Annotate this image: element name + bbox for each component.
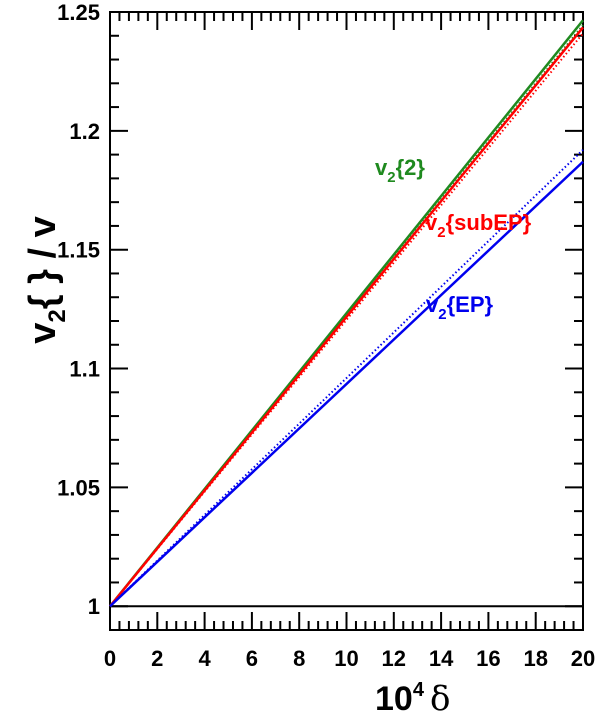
x-tick-label: 0: [104, 646, 116, 671]
y-axis-title-rest: { } / v: [22, 216, 64, 309]
y-axis-title-v: v: [22, 323, 64, 344]
series-label-v2-ep: v2{EP}: [426, 292, 494, 323]
series-lines: [109, 19, 584, 608]
y-tick-label: 1: [88, 594, 100, 619]
series-label-v2-subep-sub: 2: [437, 224, 445, 241]
y-axis-tick-labels: 1 1.05 1.1 1.15 1.2 1.25: [57, 0, 100, 619]
x-tick-label: 4: [198, 646, 211, 671]
x-axis-title: 104 δ: [375, 679, 450, 719]
x-tick-label: 14: [429, 646, 454, 671]
series-label-v2-subep-main: v: [425, 210, 438, 235]
x-tick-label: 2: [151, 646, 163, 671]
x-tick-label: 10: [334, 646, 358, 671]
y-axis-title-sub: 2: [44, 309, 71, 322]
x-axis-title-base: 10: [375, 680, 413, 718]
y-axis-ticks: [110, 11, 583, 631]
y-tick-label: 1.2: [69, 119, 100, 144]
series-label-v2-subep-rest: {subEP}: [446, 210, 532, 235]
x-tick-label: 6: [246, 646, 258, 671]
series-label-v2-2: v2{2}: [375, 155, 425, 186]
series-label-v2-2-main: v: [375, 155, 388, 180]
series-line-v2-subep: [109, 26, 584, 608]
series-line-v2-ep-dotted: [109, 149, 584, 607]
x-tick-label: 8: [293, 646, 305, 671]
y-tick-label: 1.1: [69, 357, 100, 382]
x-tick-label: 16: [476, 646, 500, 671]
series-label-v2-ep-main: v: [426, 292, 439, 317]
x-axis-tick-labels: 0 2 4 6 8 10 12 14 16 18 20: [104, 646, 595, 671]
series-label-v2-2-sub: 2: [387, 169, 395, 186]
x-tick-label: 12: [382, 646, 406, 671]
x-axis-title-sup: 4: [413, 679, 425, 701]
x-tick-label: 20: [571, 646, 595, 671]
y-tick-label: 1.25: [57, 0, 100, 25]
x-tick-label: 18: [523, 646, 547, 671]
series-label-v2-ep-rest: {EP}: [447, 292, 494, 317]
y-axis-title: v2{ } / v: [22, 216, 71, 343]
series-label-v2-ep-sub: 2: [438, 306, 446, 323]
series-line-v2-ep: [109, 160, 584, 608]
y-tick-label: 1.15: [57, 238, 100, 263]
x-axis-title-symbol: δ: [430, 679, 450, 719]
series-label-v2-subep: v2{subEP}: [425, 210, 532, 241]
plot-frame: [109, 11, 584, 631]
x-axis-ticks: [109, 12, 584, 630]
y-tick-label: 1.05: [57, 475, 100, 500]
series-label-v2-2-rest: {2}: [396, 155, 426, 180]
